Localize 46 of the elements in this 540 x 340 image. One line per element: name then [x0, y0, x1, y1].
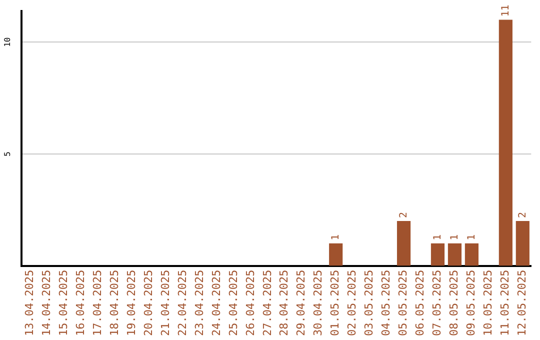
data-label: 1 [432, 234, 444, 240]
x-tick-label: 23.04.2025 [192, 270, 206, 336]
x-tick-label: 01.05.2025 [328, 270, 342, 336]
x-tick-label: 11.05.2025 [498, 270, 512, 336]
x-tick-label: 19.04.2025 [124, 270, 138, 336]
x-tick-label: 12.05.2025 [516, 270, 529, 336]
x-tick-label: 18.04.2025 [108, 270, 121, 336]
x-tick-label: 16.04.2025 [74, 270, 87, 336]
data-label: 1 [330, 234, 342, 240]
x-tick-label: 17.04.2025 [90, 270, 104, 336]
bar [430, 243, 445, 266]
bar [516, 221, 530, 266]
bar [464, 243, 479, 266]
x-tick-label: 28.04.2025 [278, 270, 291, 336]
x-tick-label: 27.04.2025 [260, 270, 274, 336]
data-label: 11 [500, 4, 512, 17]
x-tick-label: 05.05.2025 [396, 270, 410, 336]
y-tick-label: 5 [3, 151, 12, 156]
x-tick-label: 14.04.2025 [40, 270, 53, 336]
x-tick-label: 20.04.2025 [142, 270, 155, 336]
data-label: 2 [517, 212, 528, 218]
x-tick-label: 08.05.2025 [448, 270, 461, 336]
x-tick-label: 26.04.2025 [244, 270, 257, 336]
x-tick-label: 06.05.2025 [414, 270, 427, 336]
data-label: 1 [449, 234, 460, 240]
x-tick-label: 24.04.2025 [210, 270, 223, 336]
x-tick-label: 21.04.2025 [158, 270, 172, 336]
x-tick-label: 29.04.2025 [294, 270, 308, 336]
x-tick-label: 09.05.2025 [464, 270, 478, 336]
bar [498, 20, 512, 266]
y-tick-label: 10 [3, 37, 12, 47]
x-tick-label: 07.05.2025 [430, 270, 444, 336]
x-tick-label: 02.05.2025 [346, 270, 359, 336]
x-tick-label: 03.05.2025 [362, 270, 376, 336]
x-tick-label: 22.04.2025 [176, 270, 189, 336]
data-label: 1 [466, 234, 478, 240]
x-tick-label: 15.04.2025 [56, 270, 70, 336]
data-label: 2 [398, 212, 410, 218]
x-tick-label: 10.05.2025 [482, 270, 495, 336]
bar [329, 243, 343, 266]
x-tick-label: 25.04.2025 [226, 270, 240, 336]
bar [448, 243, 462, 266]
x-tick-label: 13.04.2025 [22, 270, 36, 336]
bar [396, 221, 411, 266]
x-tick-label: 30.04.2025 [312, 270, 325, 336]
x-tick-label: 04.05.2025 [380, 270, 393, 336]
